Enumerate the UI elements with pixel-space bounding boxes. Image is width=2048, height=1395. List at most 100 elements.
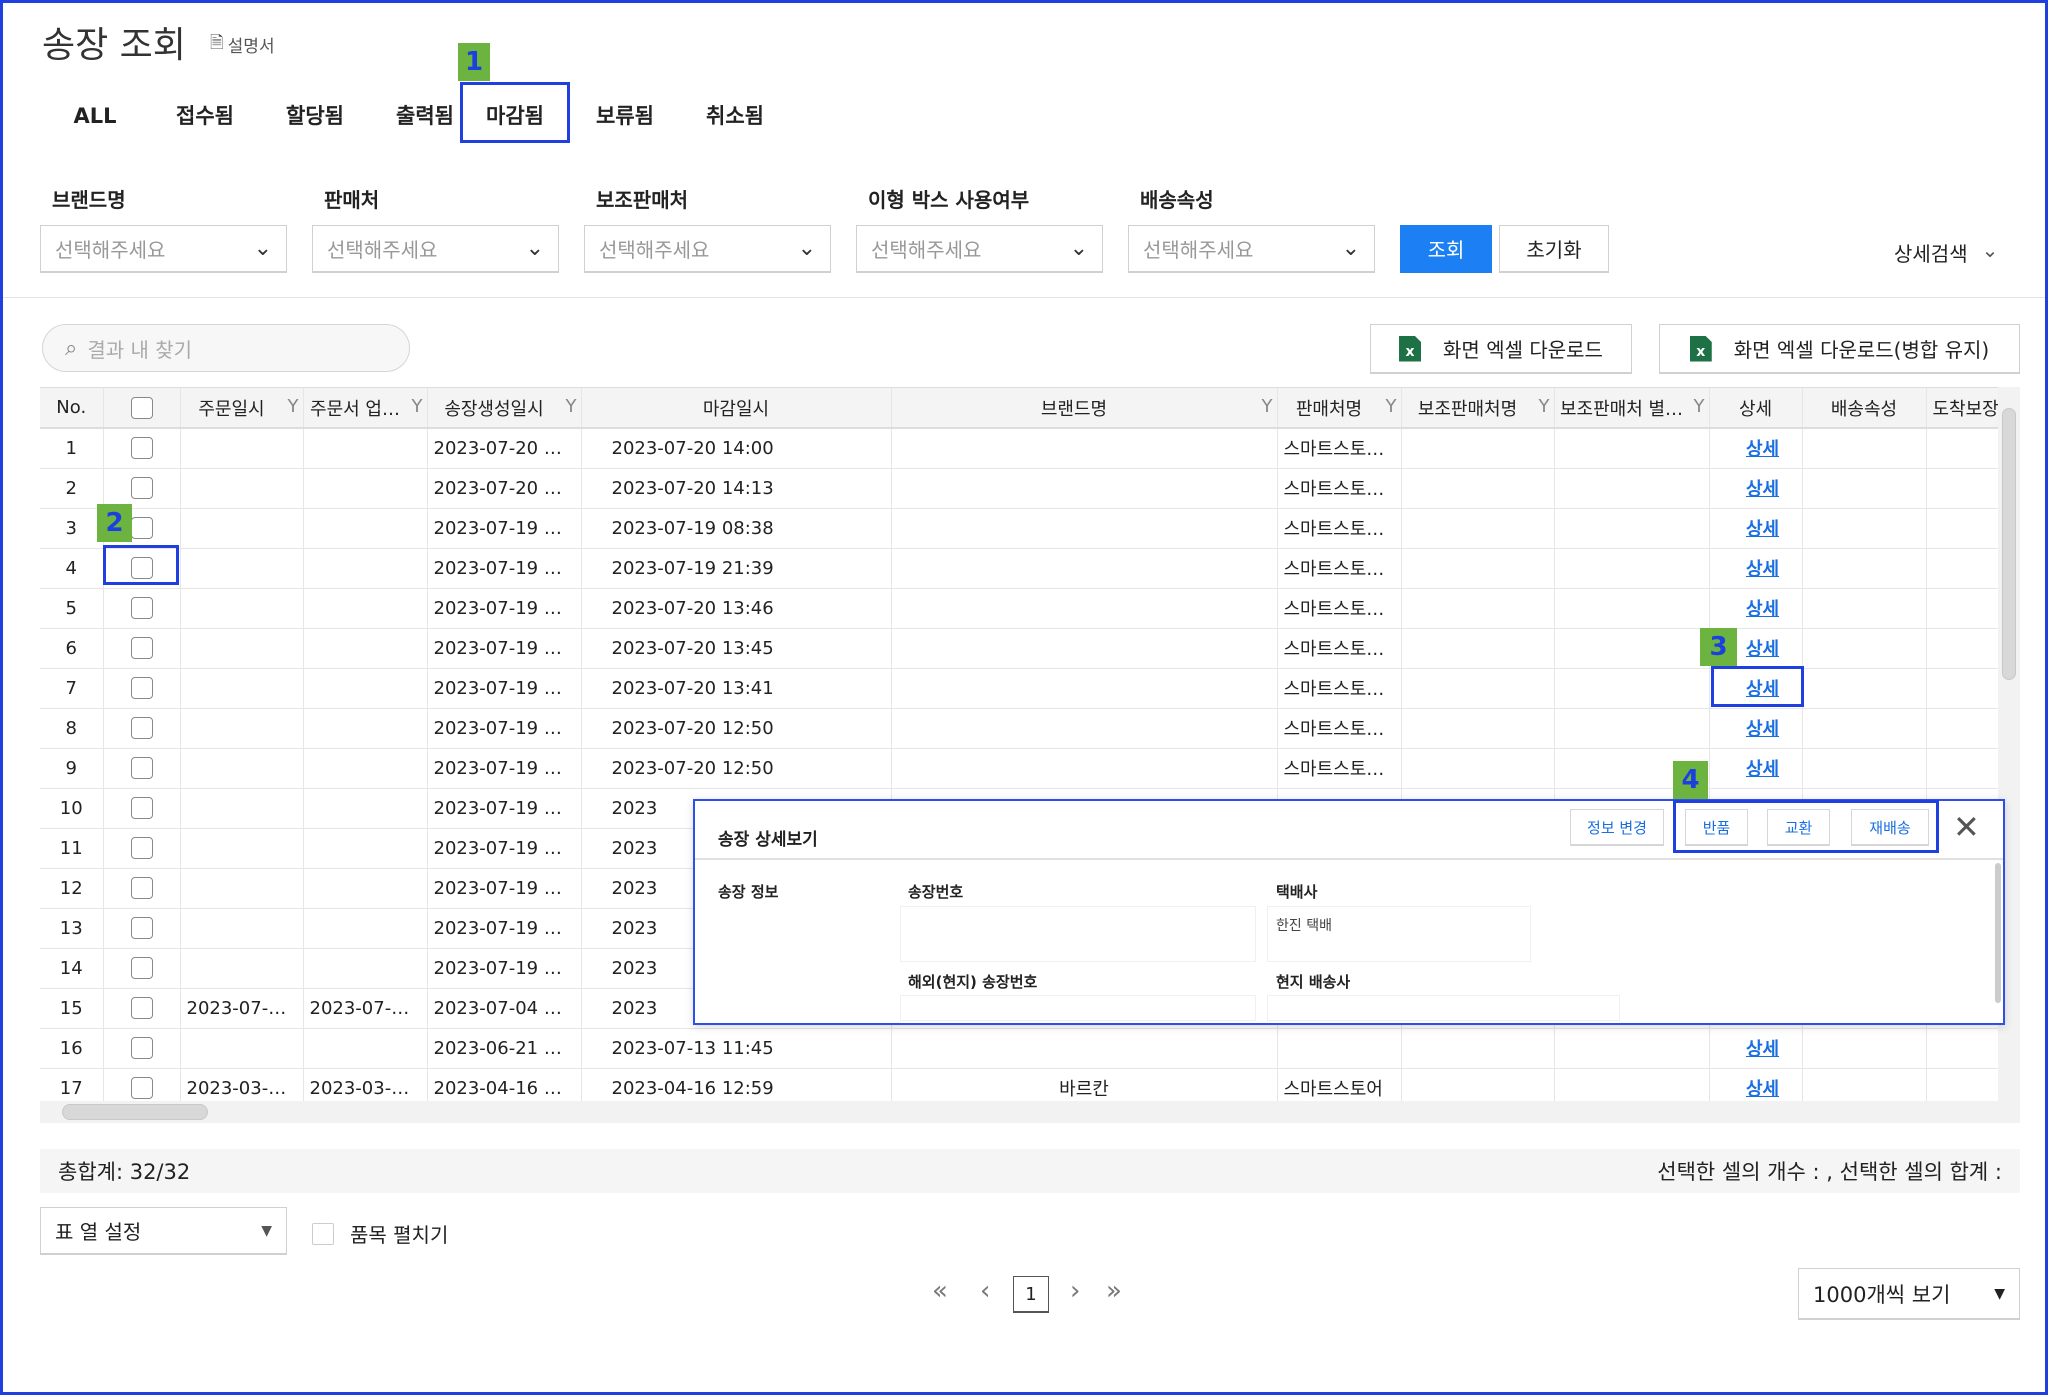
column-header[interactable]: 주문일시 Y xyxy=(180,388,304,429)
edit-info-button[interactable]: 정보 변경 xyxy=(1570,809,1664,846)
first-page-icon[interactable]: « xyxy=(932,1276,948,1306)
expand-items-checkbox[interactable]: 품목 펼치기 xyxy=(312,1219,448,1248)
row-checkbox[interactable] xyxy=(130,957,153,979)
table-row[interactable]: 2 2023-07-20 … 2023-07-20 14:13 스마트스토… 상세 xyxy=(40,468,1998,509)
row-checkbox[interactable] xyxy=(130,637,153,659)
table-row[interactable]: 5 2023-07-19 … 2023-07-20 13:46 스마트스토… 상세 xyxy=(40,588,1998,629)
filter-icon[interactable]: Y xyxy=(565,396,577,417)
horizontal-scrollbar[interactable] xyxy=(40,1101,2020,1123)
manual-link[interactable]: 🗎 설명서 xyxy=(210,30,275,59)
column-header[interactable]: 보조판매처명 Y xyxy=(1401,388,1555,429)
checkbox[interactable] xyxy=(312,1222,334,1245)
detail-link[interactable]: 상세 xyxy=(1745,679,1780,700)
detail-link[interactable]: 상세 xyxy=(1745,599,1780,620)
table-row[interactable]: 16 2023-06-21 … 2023-07-13 11:45 상세 xyxy=(40,1028,1998,1069)
result-search-input[interactable]: ⌕ 결과 내 찾기 xyxy=(42,324,410,372)
filter-icon[interactable]: Y xyxy=(411,396,423,417)
filter-select[interactable]: 선택해주세요 ⌄ xyxy=(1128,225,1375,273)
tab-2[interactable]: 할당됨 xyxy=(286,104,344,128)
tab-6[interactable]: 취소됨 xyxy=(706,104,764,128)
filter-select[interactable]: 선택해주세요 ⌄ xyxy=(856,225,1103,273)
column-header[interactable] xyxy=(103,388,181,429)
table-row[interactable]: 8 2023-07-19 … 2023-07-20 12:50 스마트스토… 상세 xyxy=(40,708,1998,749)
exchange-button[interactable]: 교환 xyxy=(1767,809,1830,846)
detail-link[interactable]: 상세 xyxy=(1745,479,1780,500)
column-header[interactable]: 송장생성일시 Y xyxy=(427,388,582,429)
table-row[interactable]: 17 2023-03-… 2023-03-… 2023-04-16 … 2023-04-… xyxy=(40,1068,1998,1101)
column-header[interactable]: 마감일시 xyxy=(581,388,892,429)
row-checkbox[interactable] xyxy=(130,557,153,579)
table-row[interactable]: 4 2023-07-19 … 2023-07-19 21:39 스마트스토… 상세 xyxy=(40,548,1998,589)
detail-link[interactable]: 상세 xyxy=(1745,639,1780,660)
prev-page-icon[interactable]: ‹ xyxy=(980,1276,991,1306)
filter-icon[interactable]: Y xyxy=(1538,396,1550,417)
page-size-select[interactable]: 1000개씩 보기 ▼ xyxy=(1798,1268,2020,1320)
row-checkbox[interactable] xyxy=(130,677,153,699)
excel-download-button[interactable]: x 화면 엑셀 다운로드 xyxy=(1370,324,1632,374)
row-checkbox[interactable] xyxy=(130,437,153,460)
detail-link[interactable]: 상세 xyxy=(1745,519,1780,540)
detail-link[interactable]: 상세 xyxy=(1745,759,1780,780)
resend-button[interactable]: 재배송 xyxy=(1851,809,1929,846)
row-checkbox[interactable] xyxy=(130,757,153,779)
row-checkbox[interactable] xyxy=(130,877,153,899)
tab-1[interactable]: 접수됨 xyxy=(176,104,234,128)
column-header[interactable]: No. xyxy=(40,388,104,429)
tab-3[interactable]: 출력됨 xyxy=(396,104,454,128)
column-header[interactable]: 상세 xyxy=(1709,388,1803,429)
filter-icon[interactable]: Y xyxy=(1693,396,1705,417)
filter-select[interactable]: 선택해주세요 ⌄ xyxy=(584,225,831,273)
column-header[interactable]: 브랜드명 Y xyxy=(891,388,1278,429)
row-checkbox[interactable] xyxy=(130,1037,153,1059)
tab-0[interactable]: ALL xyxy=(73,104,117,128)
next-page-icon[interactable]: › xyxy=(1070,1276,1081,1306)
reset-button[interactable]: 초기화 xyxy=(1499,225,1609,273)
row-checkbox[interactable] xyxy=(130,917,153,939)
page-1-button[interactable]: 1 xyxy=(1013,1276,1049,1313)
table-row[interactable]: 9 2023-07-19 … 2023-07-20 12:50 스마트스토… 상세 xyxy=(40,748,1998,789)
table-row[interactable]: 3 2023-07-19 … 2023-07-19 08:38 스마트스토… 상세 xyxy=(40,508,1998,549)
tab-5[interactable]: 보류됨 xyxy=(596,104,654,128)
column-header[interactable]: 도착보장 xyxy=(1926,388,1998,429)
excel-download-merged-button[interactable]: x 화면 엑셀 다운로드(병합 유지) xyxy=(1659,324,2020,374)
detail-link[interactable]: 상세 xyxy=(1745,719,1780,740)
close-icon[interactable]: ✕ xyxy=(1953,808,1980,846)
row-checkbox[interactable] xyxy=(130,837,153,859)
advanced-search-toggle[interactable]: 상세검색 ⌄ xyxy=(1894,238,1998,267)
row-checkbox[interactable] xyxy=(130,797,153,819)
detail-link[interactable]: 상세 xyxy=(1745,439,1780,461)
column-settings-select[interactable]: 표 열 설정 ▼ xyxy=(40,1207,287,1255)
filter-select[interactable]: 선택해주세요 ⌄ xyxy=(40,225,287,273)
search-button[interactable]: 조회 xyxy=(1400,225,1492,273)
filter-icon[interactable]: Y xyxy=(1261,396,1273,417)
row-checkbox[interactable] xyxy=(130,517,153,539)
local-courier-field[interactable] xyxy=(1267,995,1620,1021)
column-header[interactable]: 배송속성 xyxy=(1802,388,1927,429)
modal-scrollbar[interactable] xyxy=(1995,863,2001,1003)
detail-link[interactable]: 상세 xyxy=(1745,1079,1780,1100)
last-page-icon[interactable]: » xyxy=(1106,1276,1122,1306)
column-header[interactable]: 보조판매처 별… Y xyxy=(1554,388,1710,429)
courier-field[interactable]: 한진 택배 xyxy=(1267,906,1531,962)
row-checkbox[interactable] xyxy=(130,477,153,499)
return-button[interactable]: 반품 xyxy=(1685,809,1748,846)
vertical-scroll-thumb[interactable] xyxy=(2002,408,2016,680)
column-header[interactable]: 판매처명 Y xyxy=(1277,388,1402,429)
row-checkbox[interactable] xyxy=(130,597,153,619)
horizontal-scroll-thumb[interactable] xyxy=(62,1104,208,1120)
filter-select[interactable]: 선택해주세요 ⌄ xyxy=(312,225,559,273)
detail-link[interactable]: 상세 xyxy=(1745,1039,1780,1060)
filter-icon[interactable]: Y xyxy=(1385,396,1397,417)
select-all-checkbox[interactable] xyxy=(130,396,153,419)
row-checkbox[interactable] xyxy=(130,717,153,739)
filter-icon[interactable]: Y xyxy=(287,396,299,417)
row-checkbox[interactable] xyxy=(130,997,153,1019)
invoice-no-field[interactable] xyxy=(900,906,1256,962)
table-row[interactable]: 6 2023-07-19 … 2023-07-20 13:45 스마트스토… 상세 xyxy=(40,628,1998,669)
row-checkbox[interactable] xyxy=(130,1077,153,1099)
table-row[interactable]: 1 2023-07-20 … 2023-07-20 14:00 스마트스토… 상세 xyxy=(40,428,1998,469)
overseas-invoice-field[interactable] xyxy=(900,995,1256,1021)
detail-link[interactable]: 상세 xyxy=(1745,559,1780,580)
column-header[interactable]: 주문서 업… Y xyxy=(303,388,428,429)
tab-4[interactable]: 마감됨 xyxy=(486,104,544,128)
